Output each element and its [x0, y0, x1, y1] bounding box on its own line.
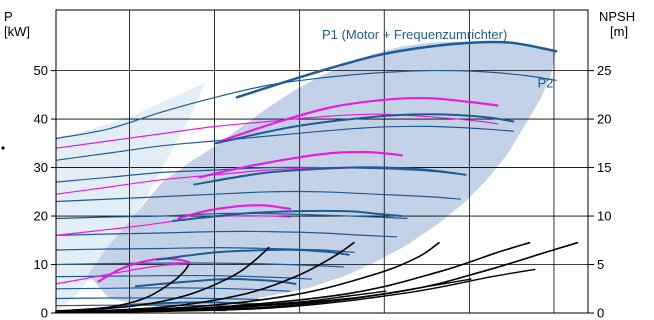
- left-tick-label: 20: [34, 209, 48, 224]
- series-line-p2: [55, 247, 355, 253]
- series-line-magenta: [97, 257, 191, 283]
- series-line-npsh: [81, 268, 536, 314]
- left-axis-ticks: 0 10 20 30 40 50: [34, 63, 56, 320]
- left-tick-label: 30: [34, 160, 48, 175]
- right-tick-label: 20: [597, 112, 611, 127]
- right-axis-unit: [m]: [610, 24, 628, 39]
- series-line-magenta: [55, 263, 190, 285]
- plot-area: [55, 10, 588, 314]
- left-axis-label: P: [4, 9, 13, 24]
- right-tick-label: 5: [597, 257, 604, 272]
- series-line-p1: [193, 166, 467, 186]
- series-line-p2: [55, 69, 557, 140]
- series-line-magenta: [55, 113, 499, 149]
- axis-marker-dot: [1, 146, 5, 150]
- series-line-p1: [214, 113, 515, 145]
- right-tick-label: 10: [597, 209, 611, 224]
- operating-range-area: [87, 41, 557, 309]
- right-axis-ticks: 0 5 10 15 20 25: [588, 63, 611, 320]
- series-line-p2: [55, 166, 467, 183]
- series-line-p2: [55, 274, 312, 280]
- right-tick-label: 0: [597, 306, 604, 320]
- series-line-p2: [55, 190, 461, 203]
- axes: [55, 9, 589, 314]
- left-tick-label: 40: [34, 112, 48, 127]
- left-tick-label: 50: [34, 63, 48, 78]
- series-line-p2: [55, 262, 344, 268]
- left-tick-label: 0: [41, 306, 48, 320]
- curve-annotations: P1 (Motor + Frequenzumrichter) P2: [322, 27, 553, 90]
- plot-frame: [55, 9, 589, 314]
- series-line-p1: [156, 248, 350, 261]
- right-tick-label: 15: [597, 160, 611, 175]
- series-line-p1: [172, 209, 403, 222]
- series-line-npsh: [55, 241, 440, 313]
- series-line-magenta: [177, 204, 292, 220]
- series-line-npsh: [55, 246, 270, 313]
- series-line-magenta: [219, 96, 499, 142]
- series-line-p1: [235, 40, 558, 99]
- left-tick-label: 10: [34, 257, 48, 272]
- series-line-p2: [55, 230, 398, 238]
- right-tick-label: 25: [597, 63, 611, 78]
- curve-annotation-label: P2: [537, 76, 553, 91]
- series-line-p2: [55, 125, 515, 161]
- left-axis-unit: [kW]: [4, 24, 30, 39]
- series-line-magenta: [198, 150, 403, 179]
- right-axis-label: NPSH: [599, 9, 635, 24]
- curve-annotation-label: P1 (Motor + Frequenzumrichter): [322, 27, 507, 42]
- series-line-p2: [55, 297, 259, 300]
